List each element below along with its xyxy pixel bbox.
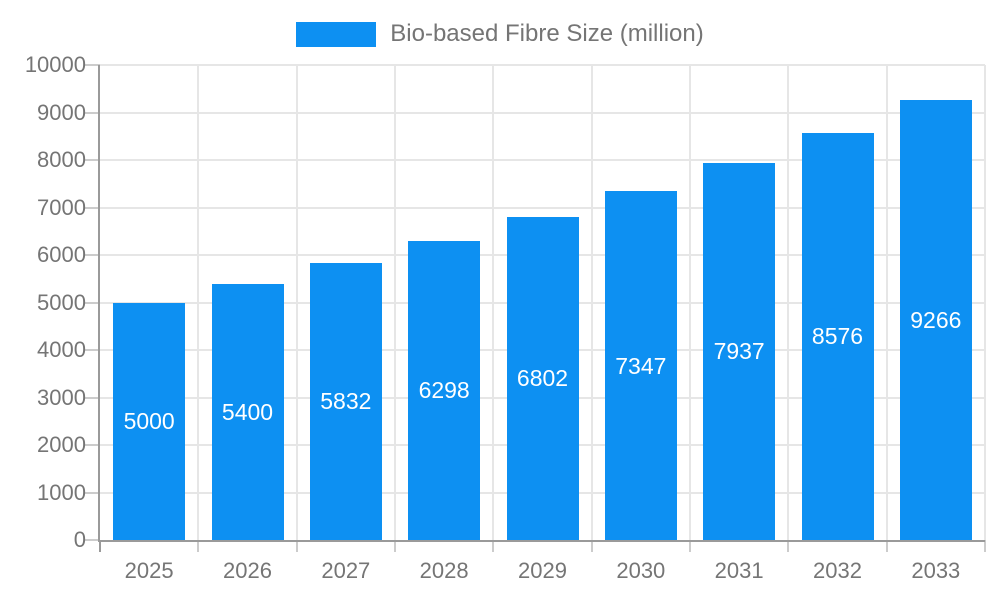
x-tick-mark [885, 540, 888, 552]
bar-value-label: 9266 [910, 306, 962, 333]
bar-value-label: 8576 [811, 323, 864, 350]
y-tick-label: 9000 [37, 99, 86, 125]
y-tick-label: 0 [73, 527, 86, 552]
bar[interactable] [211, 283, 284, 540]
y-tick-label: 2000 [37, 432, 86, 457]
bar-value-label: 7937 [713, 338, 765, 365]
bar[interactable] [703, 162, 776, 540]
x-gridline [492, 65, 495, 540]
bar-value-label: 5832 [320, 388, 372, 415]
x-tick-label: 2031 [714, 558, 764, 583]
y-tick-mark [85, 396, 100, 399]
bar[interactable] [604, 191, 677, 540]
x-gridline [885, 65, 888, 540]
x-tick-mark [394, 540, 396, 552]
bar-value-label: 7347 [615, 352, 667, 379]
y-tick-mark [85, 491, 100, 494]
y-tick-label: 1000 [37, 479, 86, 505]
bar-value-label: 5400 [221, 398, 274, 425]
x-tick-label: 2033 [911, 558, 961, 583]
y-tick-label: 6000 [37, 242, 86, 267]
y-tick-mark [85, 349, 100, 351]
x-axis-line [98, 540, 985, 542]
x-tick-mark [492, 540, 495, 552]
x-gridline [590, 65, 593, 540]
x-gridline [394, 65, 396, 540]
x-tick-label: 2025 [124, 558, 174, 583]
y-tick-mark [85, 254, 100, 256]
bar[interactable] [309, 262, 382, 540]
bar-value-label: 6802 [516, 365, 569, 392]
legend-label: Bio-based Fibre Size (million) [390, 20, 704, 47]
y-tick-mark [85, 444, 100, 446]
x-tick-label: 2029 [518, 558, 567, 583]
x-tick-mark [99, 540, 101, 552]
y-tick-mark [85, 159, 100, 161]
x-tick-label: 2026 [223, 558, 272, 583]
x-tick-label: 2027 [321, 558, 371, 583]
y-tick-label: 10000 [24, 52, 86, 77]
y-tick-label: 5000 [37, 289, 86, 315]
y-tick-mark [85, 539, 100, 541]
bar-value-label: 6298 [418, 377, 470, 404]
legend-swatch [296, 21, 377, 47]
x-gridline [689, 65, 691, 540]
x-tick-label: 2030 [616, 558, 666, 583]
y-tick-label: 4000 [37, 337, 86, 362]
y-tick-mark [85, 301, 100, 304]
y-gridline [100, 111, 985, 114]
x-tick-label: 2032 [813, 558, 862, 583]
x-gridline [984, 65, 986, 540]
x-gridline [787, 65, 790, 540]
y-tick-mark [85, 64, 100, 66]
y-gridline [100, 159, 985, 161]
bar[interactable] [506, 216, 579, 540]
bar[interactable] [408, 240, 481, 540]
bar[interactable] [801, 132, 874, 540]
y-tick-label: 7000 [37, 194, 86, 220]
y-tick-label: 3000 [37, 384, 86, 410]
y-gridline [100, 206, 985, 209]
bar[interactable] [113, 302, 186, 540]
y-tick-label: 8000 [37, 147, 86, 172]
bar[interactable] [899, 99, 972, 540]
y-tick-mark [85, 111, 100, 114]
y-tick-mark [85, 206, 100, 209]
x-tick-mark [590, 540, 593, 552]
x-tick-mark [689, 540, 691, 552]
x-tick-label: 2028 [419, 558, 469, 583]
x-tick-mark [197, 540, 200, 552]
y-axis-line [98, 65, 100, 542]
x-tick-mark [984, 540, 986, 552]
y-gridline [100, 64, 985, 66]
x-gridline [295, 65, 298, 540]
bar-value-label: 5000 [123, 408, 175, 435]
legend[interactable]: Bio-based Fibre Size (million) [0, 20, 1000, 48]
x-tick-mark [295, 540, 298, 552]
x-gridline [197, 65, 200, 540]
x-tick-mark [787, 540, 790, 552]
